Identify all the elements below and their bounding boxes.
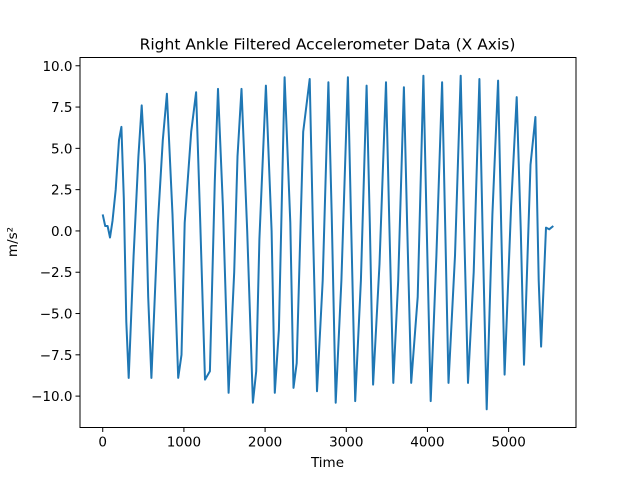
y-tick-label: 7.5 [51, 100, 72, 116]
y-tick-label: −5.0 [40, 307, 73, 323]
y-tick-label: 5.0 [51, 141, 72, 157]
chart-title: Right Ankle Filtered Accelerometer Data … [140, 36, 516, 54]
y-tick-label: −10.0 [31, 389, 72, 405]
x-tick-label: 0 [98, 435, 107, 451]
series-line-0 [101, 74, 554, 411]
x-tick-label: 3000 [329, 435, 363, 451]
x-tick-label: 4000 [410, 435, 444, 451]
x-tick-label: 1000 [167, 435, 201, 451]
y-tick-label: −2.5 [40, 265, 73, 281]
y-tick-label: 2.5 [51, 183, 72, 199]
x-tick-label: 5000 [491, 435, 525, 451]
y-axis-label: m/s² [5, 227, 21, 257]
y-tick-label: 0.0 [51, 224, 72, 240]
plot-frame [79, 57, 577, 428]
x-axis-label: Time [310, 455, 344, 471]
y-tick-label: 10.0 [42, 59, 72, 75]
y-tick-label: −7.5 [40, 348, 73, 364]
x-tick-label: 2000 [248, 435, 282, 451]
plot-area: 0 1000 2000 3000 4000 5000 −10.0 −7.5 −5.0 −2.5 0.… [31, 57, 577, 451]
